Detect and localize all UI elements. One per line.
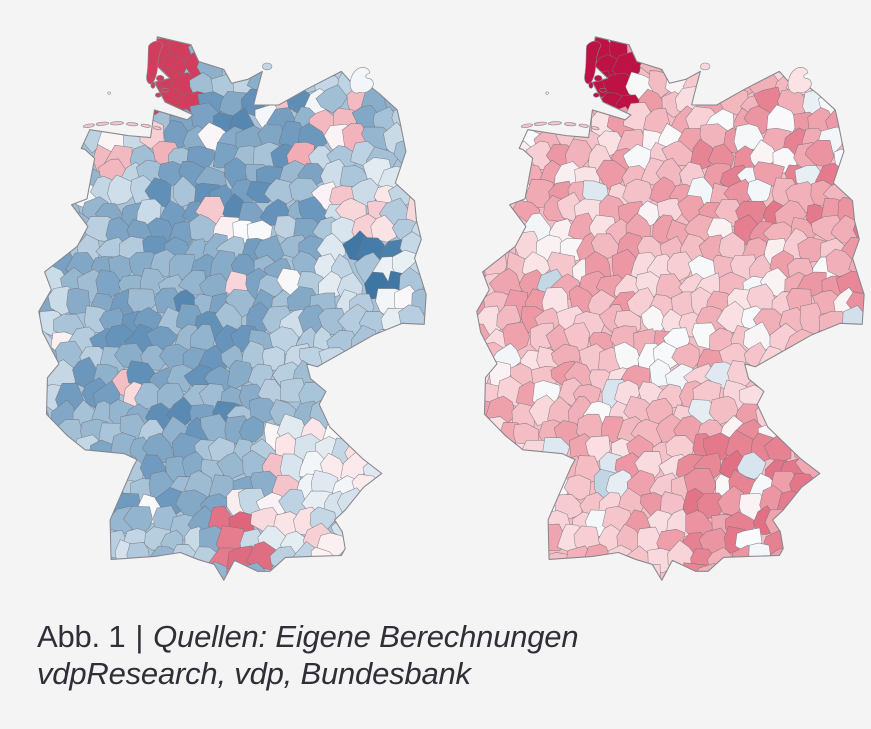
- germany-outline: [38, 36, 427, 581]
- district-cell: [315, 84, 348, 114]
- figure: Abb. 1 | Quellen: Eigene Berechnungen vdpR…: [33, 22, 871, 692]
- district-cell: [634, 564, 661, 581]
- norderney-island: [109, 121, 124, 126]
- district-cell: [239, 416, 265, 444]
- district-cell: [746, 179, 772, 203]
- nordstrand-island: [599, 87, 607, 93]
- maps-row: [33, 22, 871, 595]
- borkum-island: [520, 123, 533, 128]
- caption-label: Abb. 1: [37, 619, 126, 654]
- germany-outline: [476, 36, 865, 581]
- wangerooge-island: [591, 126, 600, 131]
- district-cell: [636, 526, 662, 556]
- district-cell: [502, 321, 530, 351]
- district-cell: [246, 541, 276, 571]
- pellworm-island: [593, 92, 600, 98]
- map-germany-left: [38, 36, 427, 581]
- map-germany-right: [476, 36, 865, 581]
- district-cells-layer: [476, 36, 865, 581]
- helgoland-island: [107, 91, 111, 95]
- helgoland-island: [545, 91, 549, 95]
- foehr-island: [156, 75, 165, 82]
- langeoog-island: [564, 122, 577, 127]
- district-cell: [126, 542, 150, 570]
- district-cell: [107, 174, 137, 206]
- district-cell: [799, 302, 823, 337]
- district-cell: [634, 451, 662, 481]
- fehmarn-island: [700, 62, 711, 71]
- district-cell: [219, 90, 247, 116]
- ruegen-island: [787, 67, 812, 94]
- borkum-island: [82, 123, 95, 128]
- langeoog-island: [126, 122, 139, 127]
- district-cells-layer: [38, 36, 427, 581]
- district-cell: [833, 148, 862, 176]
- juist-island: [95, 121, 109, 126]
- spiekeroog-island: [578, 123, 589, 128]
- juist-island: [533, 121, 547, 126]
- pellworm-island: [155, 92, 162, 98]
- spiekeroog-island: [140, 123, 151, 128]
- fehmarn-island: [262, 62, 273, 71]
- caption-source: Quellen: Eigene Berechnungen vdpResearch…: [37, 619, 579, 691]
- foehr-island: [594, 75, 603, 82]
- figure-caption: Abb. 1 | Quellen: Eigene Berechnungen vdpR…: [37, 619, 692, 692]
- nordstrand-island: [161, 87, 169, 93]
- district-cell: [804, 139, 835, 168]
- ruegen-island: [349, 67, 374, 94]
- caption-separator: |: [135, 619, 144, 654]
- sylt-island: [146, 40, 164, 85]
- amrum-island: [588, 81, 594, 89]
- norderney-island: [547, 121, 562, 126]
- amrum-island: [150, 81, 156, 89]
- wangerooge-island: [153, 126, 162, 131]
- district-cell: [316, 232, 346, 262]
- sylt-island: [584, 40, 602, 85]
